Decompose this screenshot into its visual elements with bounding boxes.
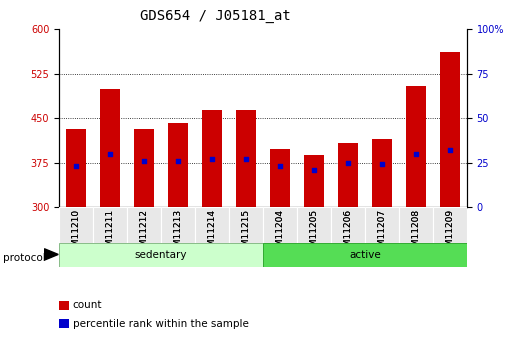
Point [412, 151, 420, 157]
FancyBboxPatch shape [331, 207, 365, 243]
Text: protocol: protocol [3, 253, 45, 263]
Text: GSM11206: GSM11206 [343, 209, 352, 258]
FancyBboxPatch shape [195, 207, 229, 243]
Bar [371, 139, 392, 207]
FancyBboxPatch shape [263, 243, 467, 267]
Bar [134, 129, 154, 207]
Bar [202, 110, 222, 207]
Text: GSM11214: GSM11214 [207, 209, 216, 258]
Text: GSM11214: GSM11214 [207, 209, 216, 258]
Bar [235, 110, 256, 207]
Text: active: active [349, 250, 381, 260]
FancyBboxPatch shape [297, 207, 331, 243]
Polygon shape [45, 249, 58, 260]
Bar [168, 123, 188, 207]
Point [72, 164, 80, 169]
Text: sedentary: sedentary [135, 250, 187, 260]
Text: GSM11208: GSM11208 [411, 209, 420, 258]
FancyBboxPatch shape [59, 207, 93, 243]
Text: GSM11208: GSM11208 [411, 209, 420, 258]
Bar [338, 143, 358, 207]
Text: GSM11215: GSM11215 [242, 209, 250, 258]
Bar [66, 129, 86, 207]
Text: GSM11213: GSM11213 [173, 209, 183, 258]
FancyBboxPatch shape [161, 207, 195, 243]
Text: GDS654 / J05181_at: GDS654 / J05181_at [140, 9, 291, 23]
Text: GSM11209: GSM11209 [445, 209, 455, 258]
Point [174, 158, 182, 164]
Text: percentile rank within the sample: percentile rank within the sample [73, 319, 249, 328]
Bar [406, 86, 426, 207]
Point [208, 156, 216, 162]
FancyBboxPatch shape [93, 207, 127, 243]
FancyBboxPatch shape [263, 207, 297, 243]
Text: GSM11207: GSM11207 [378, 209, 386, 258]
FancyBboxPatch shape [433, 207, 467, 243]
Point [242, 156, 250, 162]
Text: GSM11204: GSM11204 [275, 209, 284, 258]
Text: GSM11215: GSM11215 [242, 209, 250, 258]
Text: GSM11211: GSM11211 [106, 209, 114, 258]
Text: GSM11212: GSM11212 [140, 209, 148, 258]
Bar [100, 89, 120, 207]
Text: GSM11210: GSM11210 [71, 209, 81, 258]
Text: GSM11212: GSM11212 [140, 209, 148, 258]
Text: GSM11207: GSM11207 [378, 209, 386, 258]
Point [276, 164, 284, 169]
Text: GSM11205: GSM11205 [309, 209, 319, 258]
Text: GSM11211: GSM11211 [106, 209, 114, 258]
Point [446, 147, 454, 153]
Point [310, 167, 318, 172]
Point [106, 151, 114, 157]
FancyBboxPatch shape [127, 207, 161, 243]
FancyBboxPatch shape [59, 243, 263, 267]
Text: GSM11206: GSM11206 [343, 209, 352, 258]
Text: GSM11213: GSM11213 [173, 209, 183, 258]
Point [140, 158, 148, 164]
FancyBboxPatch shape [229, 207, 263, 243]
Text: GSM11204: GSM11204 [275, 209, 284, 258]
Text: GSM11205: GSM11205 [309, 209, 319, 258]
FancyBboxPatch shape [365, 207, 399, 243]
Bar [440, 52, 460, 207]
Text: GSM11209: GSM11209 [445, 209, 455, 258]
FancyBboxPatch shape [399, 207, 433, 243]
Point [344, 160, 352, 165]
Text: GSM11210: GSM11210 [71, 209, 81, 258]
Bar [304, 155, 324, 207]
Bar [270, 149, 290, 207]
Text: count: count [73, 300, 103, 310]
Point [378, 161, 386, 167]
